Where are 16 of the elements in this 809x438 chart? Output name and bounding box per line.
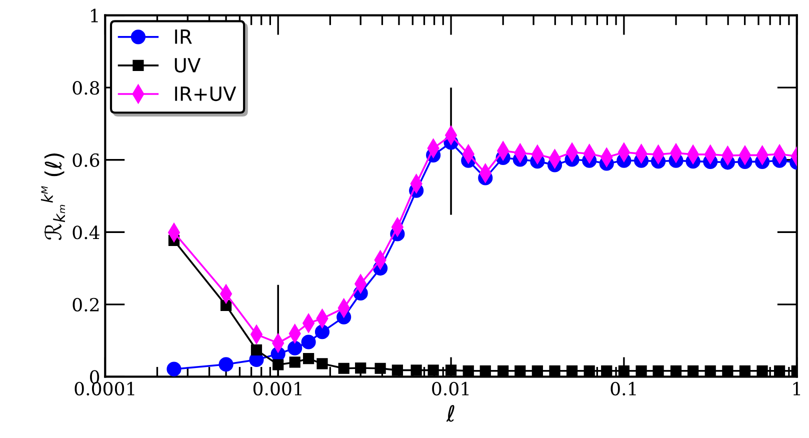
x-tick-label: 0.0001 <box>74 382 134 396</box>
legend-label: UV <box>174 58 201 73</box>
x-tick-label: 1 <box>793 382 800 396</box>
x-tick-label: 0.001 <box>253 382 302 396</box>
y-tick-label: 0.8 <box>72 81 100 95</box>
legend-label: IR <box>175 30 192 44</box>
x-axis-title: ℓ <box>446 404 454 422</box>
x-tick-label: 0.01 <box>432 382 469 396</box>
x-tick-label: 0.1 <box>610 382 636 396</box>
y-tick-label: 0.6 <box>72 153 100 167</box>
y-tick-label: 0 <box>90 370 100 384</box>
y-tick-label: 1 <box>91 8 98 22</box>
y-tick-label: 0.2 <box>72 298 99 312</box>
y-tick-label: 0.4 <box>72 226 100 240</box>
legend-label: IR+UV <box>175 86 236 102</box>
y-axis-title: ℛ$_{kₘ}$$^{kᴹ}$ (ℓ) <box>40 153 66 240</box>
